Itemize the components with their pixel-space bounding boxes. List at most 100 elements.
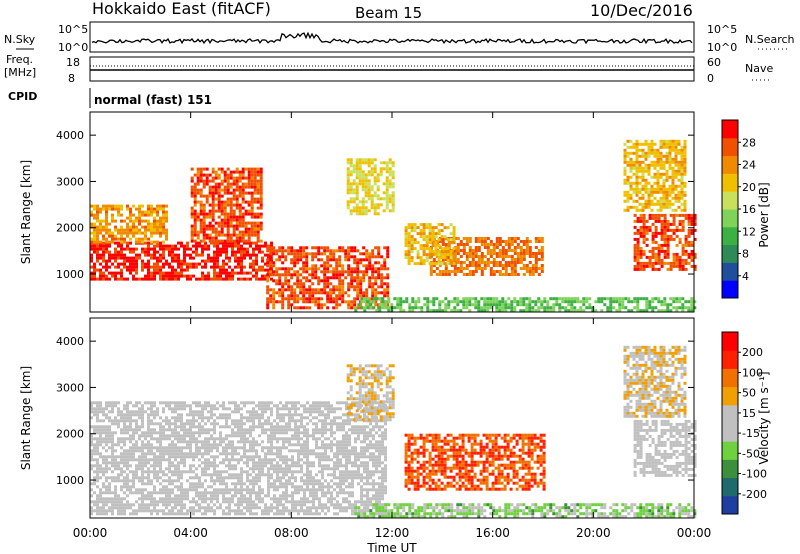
- scatter-cell: [228, 512, 231, 516]
- scatter-cell: [636, 300, 640, 304]
- scatter-cell: [633, 237, 637, 241]
- scatter-cell: [141, 440, 144, 444]
- scatter-cell: [656, 199, 660, 203]
- scatter-cell: [240, 479, 243, 483]
- scatter-cell: [243, 253, 246, 257]
- scatter-cell: [635, 175, 639, 179]
- scatter-cell: [99, 464, 102, 468]
- scatter-cell: [144, 506, 147, 510]
- scatter-cell: [196, 179, 200, 183]
- scatter-cell: [249, 479, 252, 483]
- scatter-cell: [281, 306, 285, 310]
- scatter-cell: [243, 452, 246, 456]
- scatter-cell: [365, 252, 369, 256]
- scatter-cell: [247, 179, 251, 183]
- scatter-cell: [199, 209, 203, 213]
- scatter-cell: [120, 419, 123, 423]
- scatter-cell: [102, 259, 105, 263]
- scatter-cell: [90, 440, 93, 444]
- scatter-cell: [156, 503, 159, 507]
- scatter-cell: [665, 175, 669, 179]
- scatter-cell: [207, 509, 210, 513]
- scatter-cell: [648, 213, 652, 217]
- scatter-cell: [159, 425, 162, 429]
- scatter-cell: [180, 473, 183, 477]
- scatter-cell: [355, 164, 359, 168]
- scatter-cell: [642, 240, 646, 244]
- scatter-cell: [195, 425, 198, 429]
- scatter-cell: [177, 479, 180, 483]
- scatter-cell: [150, 512, 153, 516]
- scatter-cell: [111, 256, 114, 260]
- scatter-cell: [202, 209, 206, 213]
- scatter-cell: [228, 452, 231, 456]
- scatter-cell: [361, 179, 365, 183]
- scatter-cell: [93, 204, 96, 208]
- scatter-cell: [129, 219, 132, 223]
- scatter-cell: [693, 252, 697, 256]
- scatter-cell: [108, 277, 111, 281]
- scatter-cell: [632, 163, 636, 167]
- scatter-cell: [96, 253, 99, 257]
- scatter-cell: [117, 237, 120, 241]
- scatter-cell: [207, 452, 210, 456]
- scatter-cell: [213, 437, 216, 441]
- scatter-cell: [690, 222, 694, 226]
- scatter-cell: [171, 452, 174, 456]
- scatter-cell: [335, 258, 339, 262]
- scatter-cell: [177, 274, 180, 278]
- scatter-cell: [255, 256, 258, 260]
- scatter-cell: [216, 253, 219, 257]
- scatter-cell: [93, 446, 96, 450]
- scatter-cell: [234, 401, 237, 405]
- scatter-cell: [117, 231, 120, 235]
- scatter-cell: [90, 455, 93, 459]
- scatter-cell: [510, 267, 514, 270]
- scatter-cell: [108, 265, 111, 269]
- scatter-cell: [329, 276, 333, 280]
- scatter-cell: [558, 297, 562, 301]
- scatter-cell: [477, 255, 481, 258]
- scatter-cell: [657, 216, 661, 220]
- scatter-cell: [684, 213, 688, 217]
- scatter-cell: [654, 306, 658, 310]
- scatter-cell: [168, 479, 171, 483]
- scatter-cell: [225, 500, 228, 504]
- scatter-cell: [190, 239, 194, 243]
- scatter-cell: [449, 253, 453, 257]
- scatter-cell: [147, 497, 150, 501]
- scatter-cell: [375, 297, 379, 301]
- scatter-cell: [258, 479, 261, 483]
- scatter-cell: [190, 191, 194, 195]
- scatter-cell: [96, 443, 99, 447]
- scatter-cell: [147, 262, 150, 266]
- scatter-cell: [180, 512, 183, 516]
- scatter-cell: [281, 273, 285, 277]
- scatter-cell: [193, 188, 197, 192]
- scatter-cell: [193, 221, 197, 225]
- scatter-cell: [238, 233, 242, 237]
- scatter-cell: [114, 241, 117, 245]
- scatter-cell: [267, 271, 270, 275]
- scatter-cell: [647, 163, 651, 167]
- scatter-cell: [219, 506, 222, 510]
- scatter-cell: [644, 154, 648, 158]
- scatter-cell: [228, 503, 231, 507]
- scatter-cell: [683, 142, 687, 146]
- scatter-cell: [290, 267, 294, 271]
- scatter-cell: [338, 285, 342, 289]
- scatter-cell: [380, 264, 384, 268]
- scatter-cell: [252, 455, 255, 459]
- scatter-cell: [123, 237, 126, 241]
- scatter-cell: [205, 182, 209, 186]
- scatter-cell: [633, 306, 637, 310]
- scatter-cell: [468, 246, 472, 249]
- scatter-cell: [225, 452, 228, 456]
- scatter-cell: [129, 216, 132, 220]
- scatter-cell: [391, 206, 395, 210]
- scatter-cell: [249, 506, 252, 510]
- scatter-cell: [317, 282, 321, 286]
- scatter-cell: [228, 488, 231, 492]
- scatter-cell: [657, 249, 661, 253]
- scatter-cell: [495, 240, 499, 243]
